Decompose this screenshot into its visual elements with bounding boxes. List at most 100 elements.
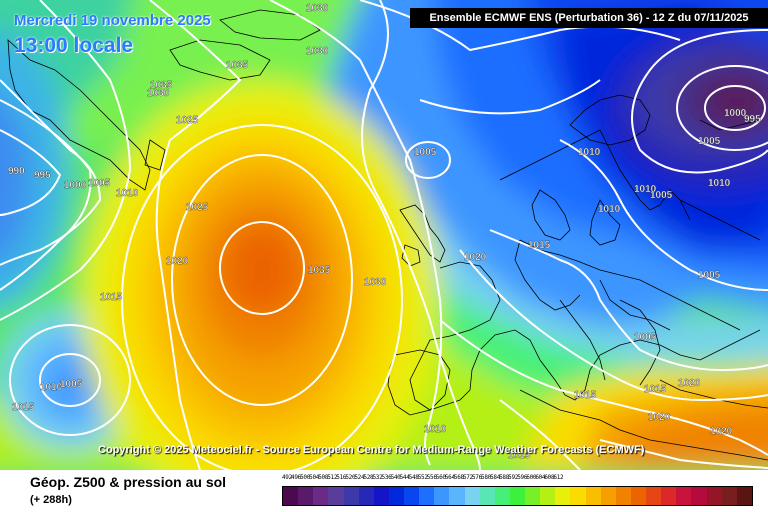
scale-label: 492 bbox=[282, 474, 292, 481]
scale-label: 596 bbox=[517, 474, 528, 481]
weather-map: 1030 1030 1035 1035 1030 1025 990 995 10… bbox=[0, 0, 768, 470]
scale-label: 580 bbox=[481, 474, 491, 481]
scale-swatch bbox=[540, 487, 556, 505]
scale-label: 584 bbox=[490, 474, 501, 481]
scale-swatch bbox=[630, 487, 646, 505]
svg-text:1020: 1020 bbox=[648, 412, 671, 423]
svg-text:1015: 1015 bbox=[12, 402, 35, 413]
scale-swatch bbox=[509, 487, 525, 505]
svg-text:1035: 1035 bbox=[150, 80, 173, 91]
scale-swatch bbox=[419, 487, 435, 505]
svg-text:1010: 1010 bbox=[578, 147, 601, 158]
scale-label: 508 bbox=[318, 474, 329, 481]
scale-swatch bbox=[283, 487, 299, 505]
svg-text:1030: 1030 bbox=[364, 277, 387, 288]
svg-text:1005: 1005 bbox=[60, 379, 83, 390]
svg-text:1020: 1020 bbox=[464, 252, 487, 263]
scale-swatch bbox=[555, 487, 571, 505]
scale-swatch bbox=[343, 487, 359, 505]
scale-label: 516 bbox=[336, 474, 347, 481]
scale-swatch bbox=[434, 487, 450, 505]
svg-text:1020: 1020 bbox=[678, 378, 701, 389]
map-footer: Géop. Z500 & pression au sol (+ 288h) 49… bbox=[0, 470, 768, 512]
map-canvas: 1030 1030 1035 1035 1030 1025 990 995 10… bbox=[0, 0, 768, 470]
svg-text:1010: 1010 bbox=[40, 382, 63, 393]
scale-swatch bbox=[358, 487, 374, 505]
color-scale-labels: 492 496 500 504 508 512 516 520 524 528 532 536 540 5… bbox=[282, 474, 753, 485]
scale-swatch bbox=[313, 487, 329, 505]
scale-swatch bbox=[676, 487, 692, 505]
map-title: Géop. Z500 & pression au sol bbox=[30, 474, 227, 490]
svg-text:1000: 1000 bbox=[64, 180, 87, 191]
color-scale-bar bbox=[282, 486, 753, 506]
scale-label: 504 bbox=[309, 474, 320, 481]
scale-label: 512 bbox=[327, 474, 338, 481]
svg-text:1000: 1000 bbox=[724, 108, 747, 119]
isobars bbox=[0, 0, 768, 470]
scale-label: 600 bbox=[526, 474, 537, 481]
svg-text:1015: 1015 bbox=[644, 384, 667, 395]
scale-label: 612 bbox=[553, 474, 564, 481]
scale-label: 556 bbox=[426, 474, 437, 481]
svg-text:1010: 1010 bbox=[424, 424, 447, 435]
ensemble-header: Ensemble ECMWF ENS (Perturbation 36) - 1… bbox=[410, 8, 768, 28]
svg-text:1005: 1005 bbox=[88, 178, 111, 189]
svg-text:1035: 1035 bbox=[226, 60, 249, 71]
scale-label: 560 bbox=[435, 474, 446, 481]
scale-swatch bbox=[736, 487, 752, 505]
scale-swatch bbox=[646, 487, 662, 505]
isobar-labels: 1030 1030 1035 1035 1030 1025 990 995 10… bbox=[8, 3, 762, 461]
scale-swatch bbox=[706, 487, 722, 505]
copyright-notice: Copyright © 2025 Meteociel.fr - Source E… bbox=[98, 444, 645, 456]
scale-label: 500 bbox=[300, 474, 311, 481]
svg-text:1005: 1005 bbox=[698, 270, 721, 281]
svg-text:1030: 1030 bbox=[306, 3, 329, 14]
svg-text:1005: 1005 bbox=[698, 136, 721, 147]
svg-text:1025: 1025 bbox=[186, 202, 209, 213]
scale-swatch bbox=[585, 487, 601, 505]
scale-swatch bbox=[298, 487, 314, 505]
svg-text:995: 995 bbox=[34, 170, 51, 181]
scale-label: 536 bbox=[381, 474, 392, 481]
scale-label: 544 bbox=[399, 474, 410, 481]
forecast-date: Mercredi 19 novembre 2025 bbox=[14, 12, 211, 29]
svg-text:1025: 1025 bbox=[176, 115, 199, 126]
scale-swatch bbox=[721, 487, 737, 505]
scale-swatch bbox=[494, 487, 510, 505]
scale-swatch bbox=[525, 487, 541, 505]
svg-text:1005: 1005 bbox=[650, 190, 673, 201]
scale-swatch bbox=[449, 487, 465, 505]
scale-label: 520 bbox=[345, 474, 356, 481]
scale-label: 588 bbox=[499, 474, 510, 481]
scale-swatch bbox=[691, 487, 707, 505]
svg-text:1020: 1020 bbox=[166, 256, 189, 267]
forecast-lead-time: (+ 288h) bbox=[30, 494, 72, 506]
scale-label: 568 bbox=[453, 474, 464, 481]
scale-label: 608 bbox=[544, 474, 555, 481]
svg-text:1005: 1005 bbox=[414, 147, 437, 158]
scale-label: 532 bbox=[372, 474, 383, 481]
svg-text:1005: 1005 bbox=[634, 332, 657, 343]
scale-swatch bbox=[600, 487, 616, 505]
svg-text:1030: 1030 bbox=[306, 46, 329, 57]
svg-text:1035: 1035 bbox=[308, 265, 331, 276]
scale-label: 528 bbox=[363, 474, 374, 481]
svg-text:1015: 1015 bbox=[574, 390, 597, 401]
scale-label: 576 bbox=[471, 474, 482, 481]
svg-text:990: 990 bbox=[8, 166, 25, 177]
svg-text:1010: 1010 bbox=[708, 178, 731, 189]
scale-label: 592 bbox=[508, 474, 519, 481]
coastlines bbox=[7, 9, 768, 461]
svg-text:1010: 1010 bbox=[598, 204, 621, 215]
scale-label: 524 bbox=[354, 474, 365, 481]
scale-label: 572 bbox=[462, 474, 473, 481]
svg-text:1010: 1010 bbox=[116, 188, 139, 199]
scale-swatch bbox=[615, 487, 631, 505]
scale-label: 540 bbox=[390, 474, 401, 481]
scale-swatch bbox=[661, 487, 677, 505]
scale-label: 548 bbox=[408, 474, 419, 481]
svg-text:1015: 1015 bbox=[528, 240, 551, 251]
svg-text:1020: 1020 bbox=[710, 426, 733, 437]
svg-text:1015: 1015 bbox=[100, 292, 123, 303]
svg-text:1015: 1015 bbox=[508, 450, 531, 461]
